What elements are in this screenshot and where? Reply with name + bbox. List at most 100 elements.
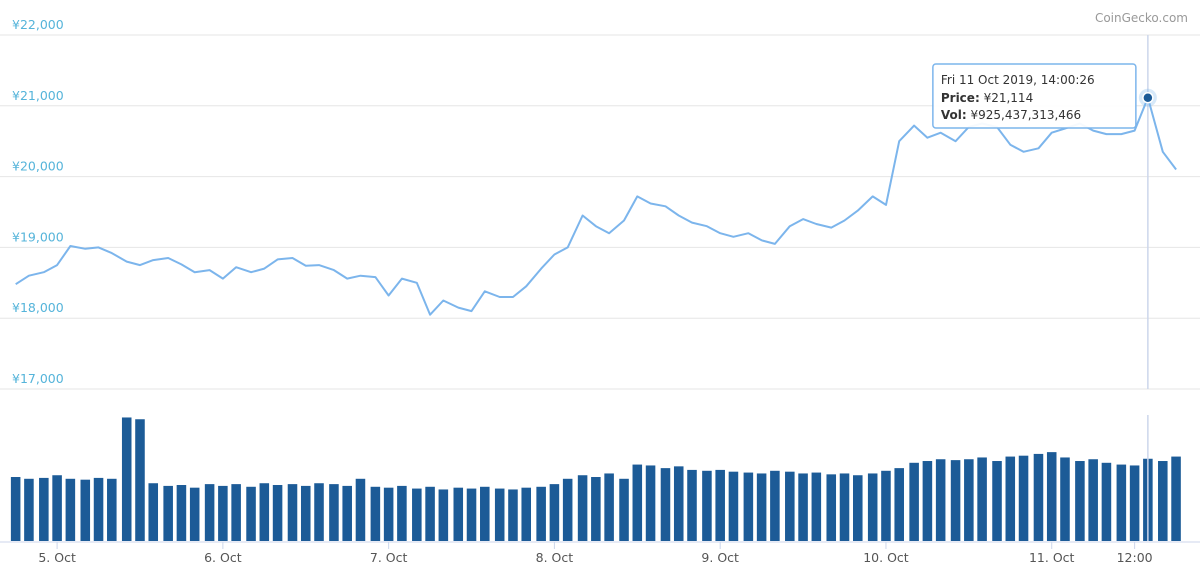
volume-bar (80, 479, 91, 541)
volume-bar (65, 478, 76, 541)
volume-bar (107, 478, 117, 541)
x-tick-label: 12:00 (1117, 550, 1153, 565)
y-tick-label: ¥20,000 (12, 159, 64, 174)
volume-bar (329, 484, 339, 541)
price-line (15, 96, 1177, 316)
volume-bar (1158, 461, 1168, 541)
volume-bar (246, 486, 256, 541)
volume-bar (121, 417, 132, 541)
volume-bar (935, 459, 946, 541)
volume-bar (521, 487, 532, 541)
volume-bar (1075, 461, 1085, 541)
volume-bar (383, 487, 394, 541)
volume-bar (562, 478, 573, 541)
volume-bar (135, 419, 145, 541)
volume-bar (1101, 462, 1112, 541)
volume-bar (1018, 455, 1029, 541)
volume-bar (673, 466, 684, 541)
volume-bar (466, 488, 477, 541)
volume-bar (163, 485, 173, 541)
y-tick-label: ¥18,000 (12, 300, 64, 315)
volume-bar (189, 487, 200, 541)
volume-bar (425, 486, 435, 541)
volume-bar (342, 485, 352, 541)
volume-bar (715, 469, 725, 541)
y-tick-label: ¥19,000 (12, 229, 64, 244)
volume-bar (1088, 459, 1098, 541)
volume-bar (412, 488, 422, 541)
volume-bar (852, 475, 863, 541)
volume-bar (93, 477, 104, 541)
volume-bar (314, 483, 324, 541)
x-tick-label: 7. Oct (370, 550, 408, 565)
tooltip-box (932, 63, 1137, 129)
x-tick-label: 11. Oct (1029, 550, 1075, 565)
volume-bar (839, 473, 850, 541)
volume-bar (770, 470, 780, 541)
volume-bar (231, 484, 241, 541)
volume-bar (259, 483, 270, 541)
volume-bar (494, 488, 505, 541)
volume-bar (1046, 452, 1057, 541)
volume-bar (300, 485, 311, 541)
volume-bar (218, 485, 228, 541)
volume-bar (604, 473, 614, 541)
volume-bar (728, 471, 739, 541)
volume-bar (977, 457, 987, 541)
credits[interactable]: CoinGecko.com (1095, 11, 1188, 25)
volume-bar (811, 472, 822, 541)
volume-bar (397, 485, 407, 541)
tooltip-value: ¥925,437,313,466 (970, 108, 1081, 122)
tooltip-title: Fri 11 Oct 2019, 14:00:26 (941, 73, 1095, 87)
volume-bar (52, 475, 62, 541)
y-tick-label: ¥17,000 (12, 371, 64, 386)
volume-bar (536, 486, 546, 541)
y-tick-label: ¥21,000 (12, 88, 64, 103)
volume-bar (176, 485, 187, 541)
volume-bar (992, 461, 1002, 541)
volume-bar (577, 475, 588, 541)
tooltip-label: Price: (941, 91, 980, 105)
tooltip-label: Vol: (941, 108, 967, 122)
volume-bar (785, 471, 795, 541)
volume-bar (632, 464, 643, 541)
volume-bar (867, 473, 878, 541)
volume-bar (756, 473, 767, 541)
volume-bar (702, 470, 712, 541)
volume-bar (798, 473, 808, 541)
x-tick-label: 6. Oct (204, 550, 242, 565)
x-tick-label: 5. Oct (38, 550, 76, 565)
volume-bar (743, 472, 754, 541)
volume-bar (148, 483, 159, 541)
volume-bar (39, 477, 49, 541)
volume-bar (826, 474, 837, 541)
x-tick-label: 8. Oct (536, 550, 574, 565)
x-tick-label: 10. Oct (863, 550, 909, 565)
volume-bar (950, 460, 961, 541)
x-tick-label: 9. Oct (701, 550, 739, 565)
volume-bar (1129, 465, 1140, 541)
volume-bar (894, 468, 904, 541)
highlight-point (1142, 91, 1154, 104)
tooltip-value: ¥21,114 (984, 91, 1034, 105)
volume-bar (922, 461, 933, 541)
volume-bar (508, 489, 518, 541)
volume-bar (453, 487, 464, 541)
volume-bar (619, 478, 629, 541)
volume-bar (1171, 456, 1181, 541)
volume-bar (10, 477, 21, 541)
volume-bar (549, 484, 560, 541)
volume-bar (480, 486, 490, 541)
volume-bar (24, 478, 34, 541)
volume-bar (645, 465, 656, 541)
volume-bar (204, 484, 215, 541)
volume-bar (1060, 457, 1070, 541)
volume-bar (964, 459, 974, 541)
volume-bar (272, 485, 283, 541)
volume-bar (591, 477, 601, 541)
volume-bar (660, 468, 671, 541)
volume-bar (438, 489, 449, 541)
tooltip-line: Vol: ¥925,437,313,466 (941, 108, 1081, 122)
volume-bar (1033, 453, 1044, 541)
